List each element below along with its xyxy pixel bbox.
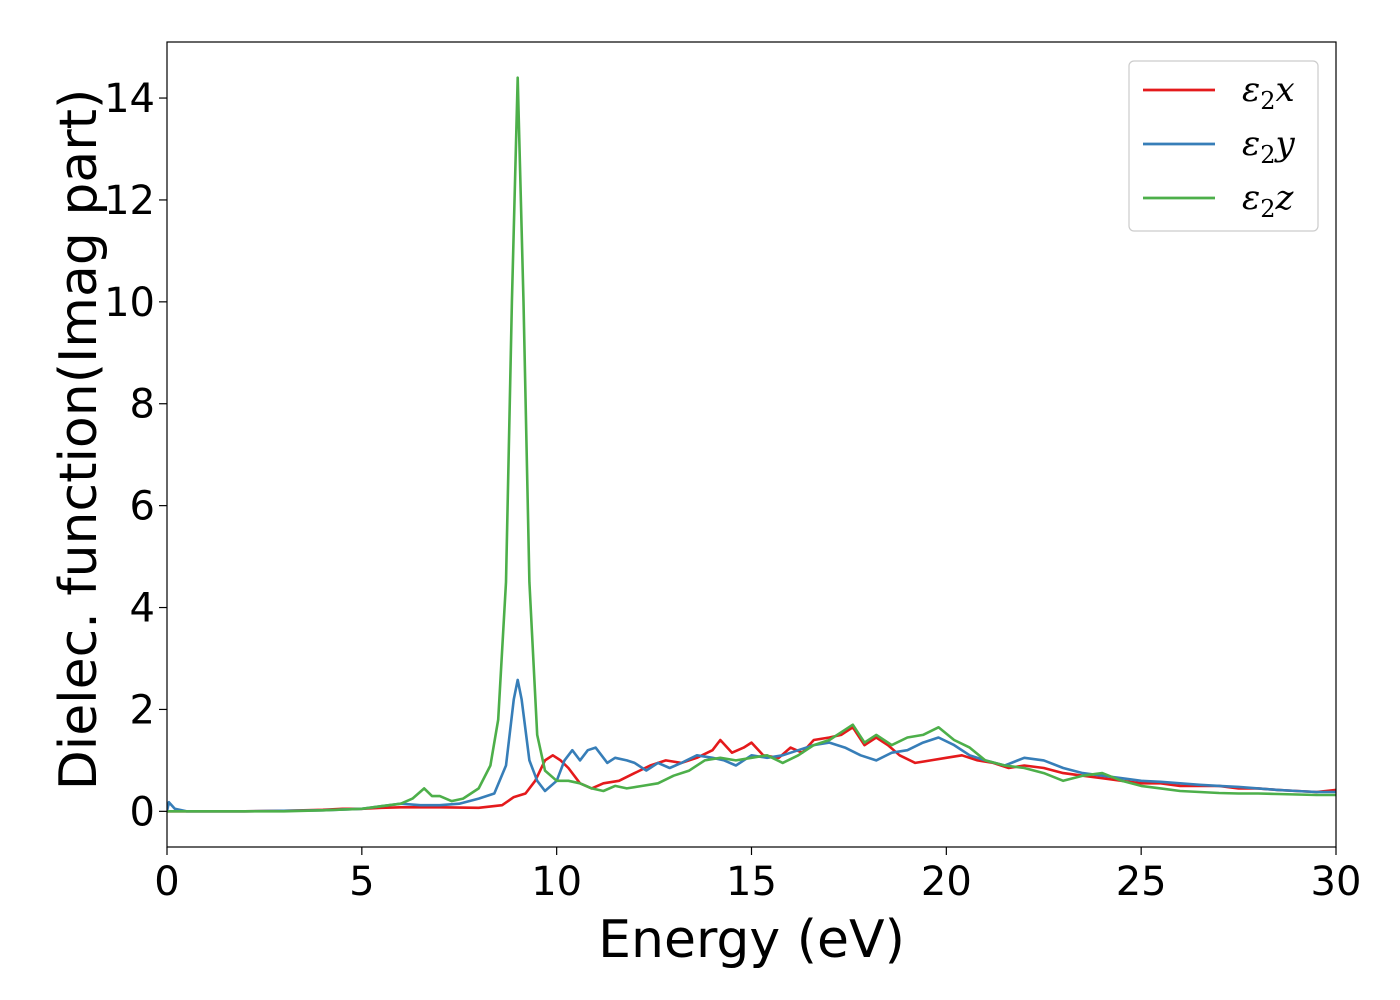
y-axis-label: Dielec. function(Imag part): [49, 89, 109, 791]
y-tick-label: 12: [104, 178, 155, 224]
x-tick-label: 10: [531, 859, 582, 905]
y-axis-ticks: 0 2 4 6 8 10 12 14: [104, 76, 167, 835]
x-tick-label: 25: [1116, 859, 1167, 905]
legend-item-z: ε2z: [1143, 178, 1295, 223]
legend-label: ε2y: [1242, 124, 1296, 169]
y-tick-label: 2: [130, 687, 155, 733]
plot-series: [167, 76, 1336, 813]
legend-box: [1128, 60, 1319, 232]
series-line-z: [167, 76, 1336, 813]
y-tick-label: 10: [104, 280, 155, 326]
legend-item-x: ε2x: [1143, 70, 1295, 115]
x-tick-label: 5: [349, 859, 374, 905]
y-tick-label: 4: [130, 586, 155, 632]
x-tick-label: 20: [921, 859, 972, 905]
y-tick-label: 14: [104, 76, 155, 122]
x-axis-ticks: 0 5 10 15 20 25 30: [154, 847, 1361, 905]
x-tick-label: 0: [154, 859, 179, 905]
y-tick-label: 8: [130, 382, 155, 428]
legend: ε2x ε2y ε2z: [1128, 60, 1319, 232]
legend-item-y: ε2y: [1143, 124, 1296, 169]
legend-label: ε2x: [1242, 70, 1295, 115]
x-tick-label: 15: [726, 859, 777, 905]
x-axis-label: Energy (eV): [598, 910, 905, 970]
y-tick-label: 6: [130, 484, 155, 530]
y-tick-label: 0: [130, 789, 155, 835]
legend-label: ε2z: [1242, 178, 1295, 223]
x-tick-label: 30: [1311, 859, 1362, 905]
series-line-x: [167, 726, 1336, 813]
